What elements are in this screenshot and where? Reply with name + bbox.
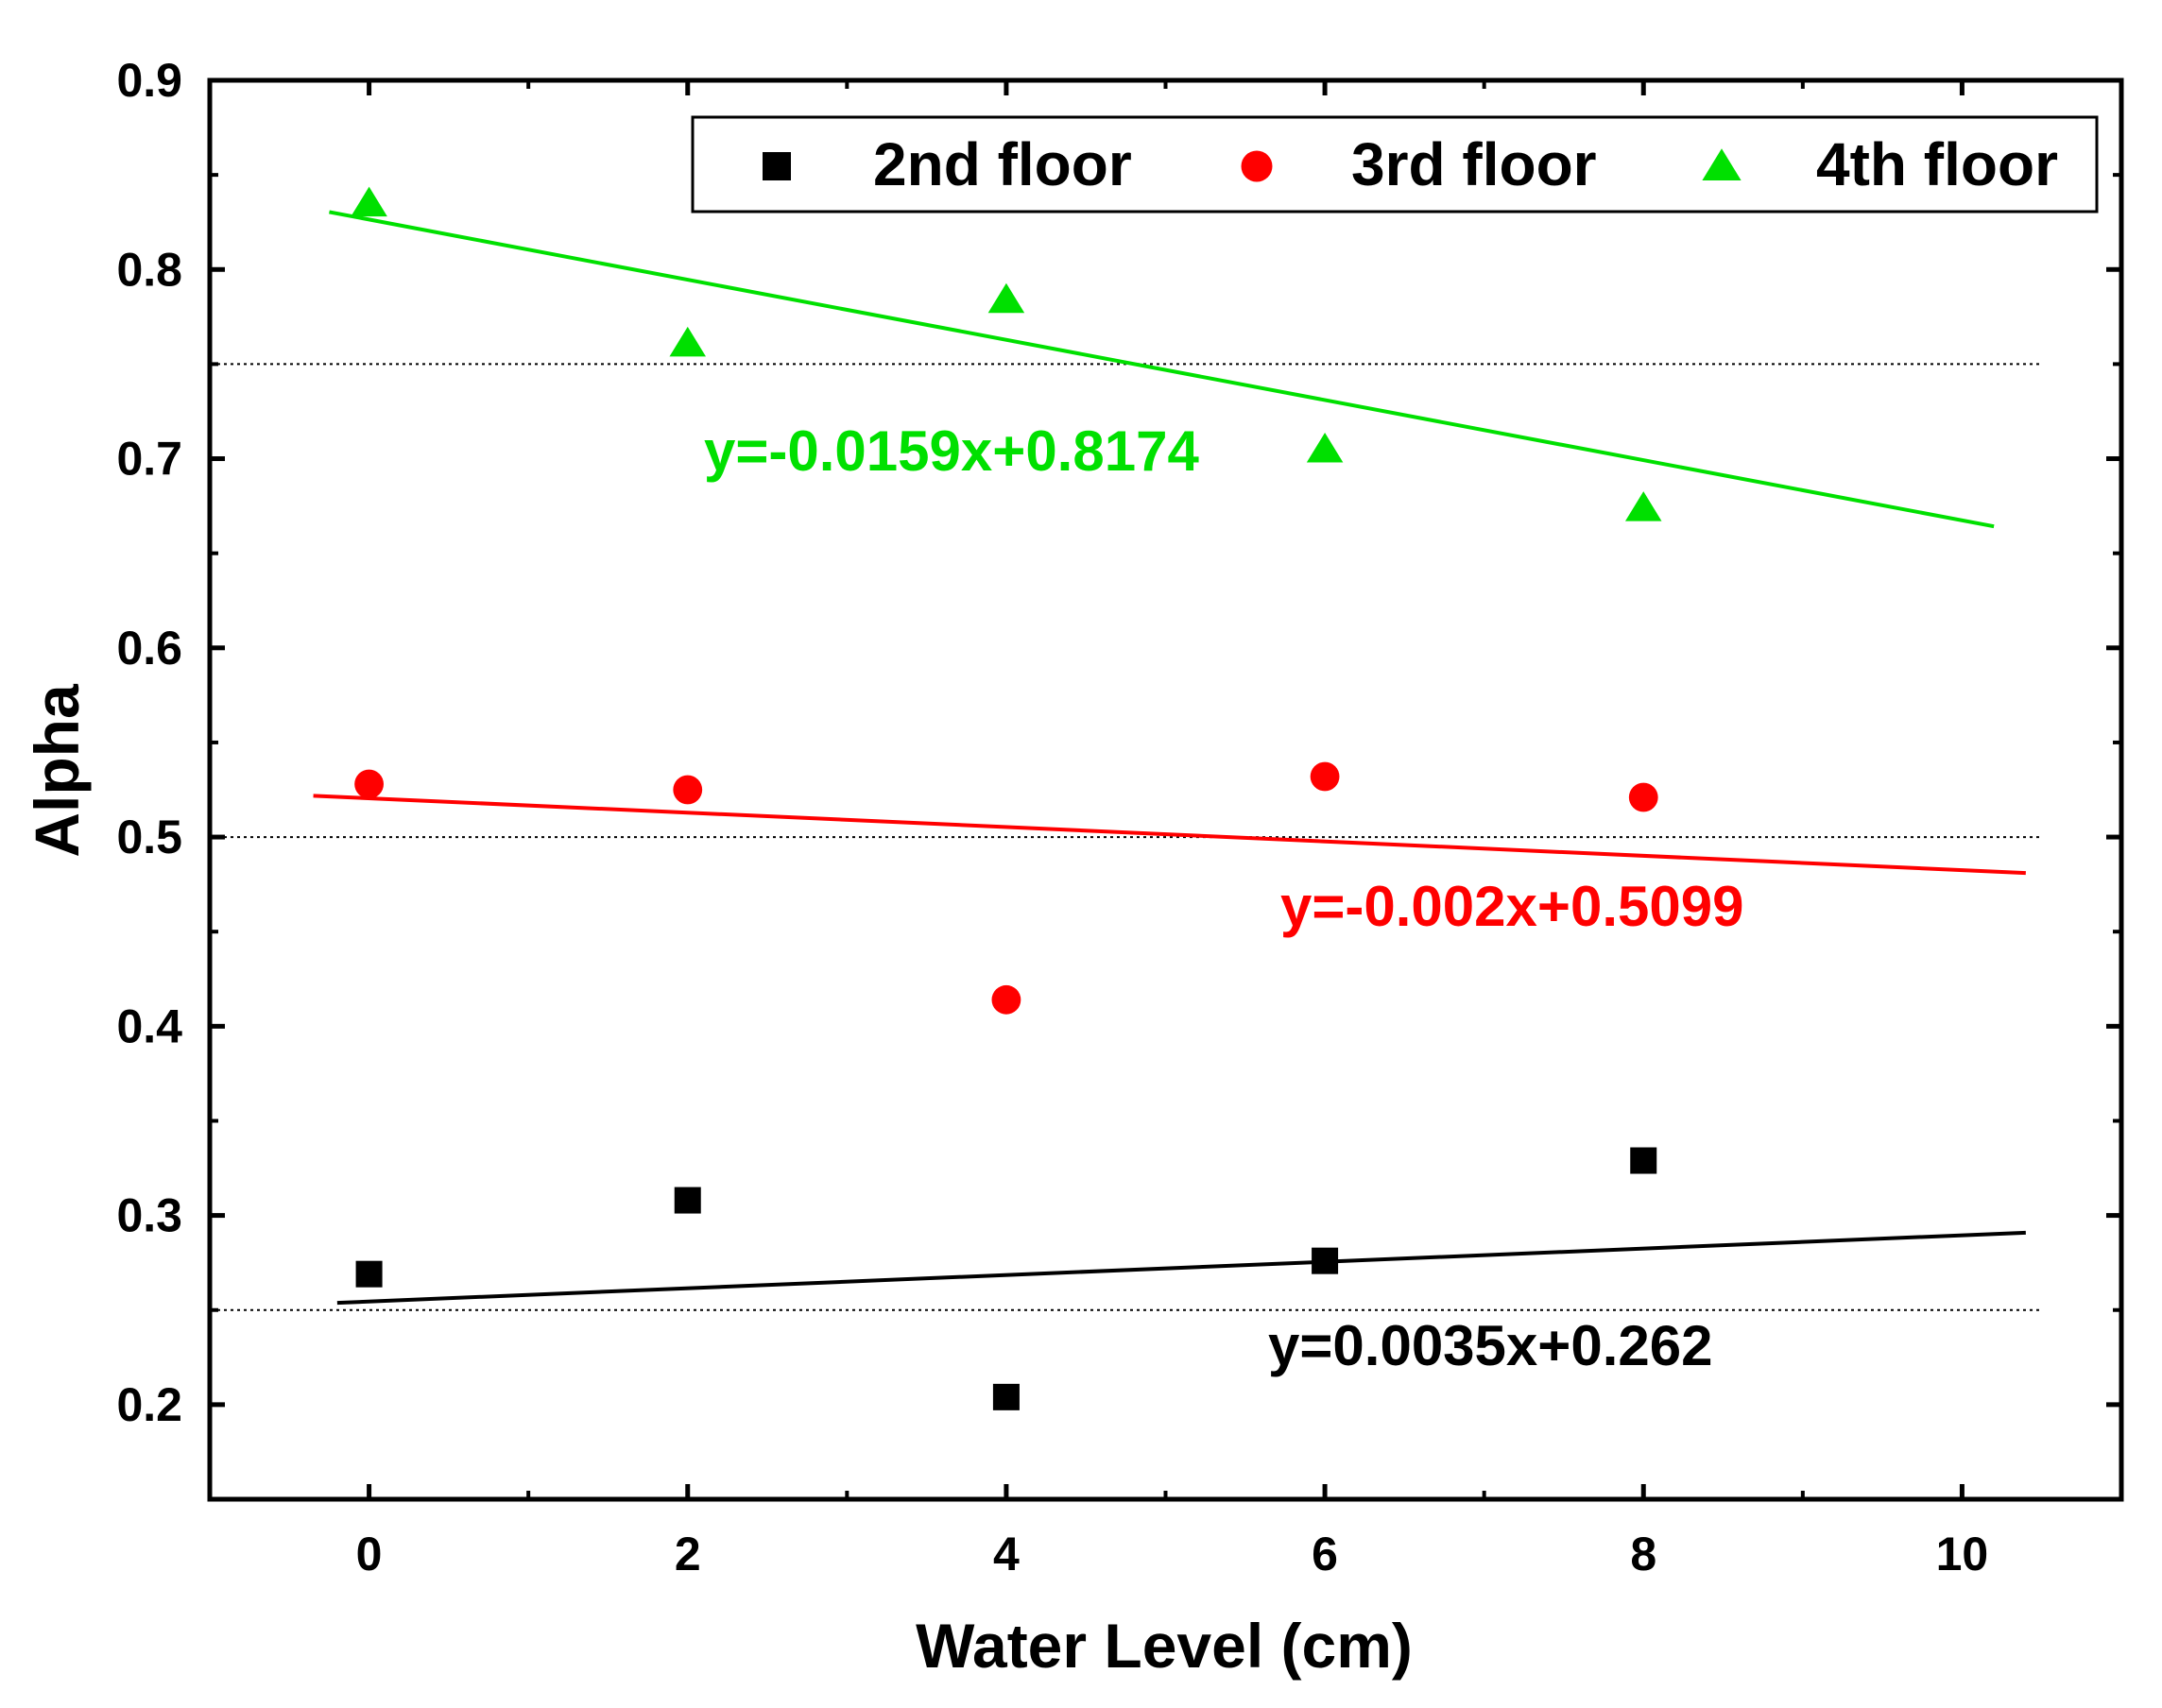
data-point-3rd-floor [354, 769, 384, 799]
legend-label: 3rd floor [1351, 130, 1597, 198]
legend-box [691, 115, 2099, 214]
y-tick-label: 0.5 [116, 811, 182, 863]
legend-label: 4th floor [1816, 130, 2058, 198]
fit-equation-label: y=0.0035x+0.262 [1268, 1314, 1712, 1377]
data-point-2nd-floor [674, 1187, 701, 1214]
data-point-4th-floor [1625, 491, 1662, 521]
fit-lines [313, 210, 2026, 1306]
x-tick-label: 10 [1936, 1528, 1989, 1580]
x-tick-label: 4 [993, 1528, 1020, 1580]
data-point-4th-floor [351, 186, 387, 217]
fit-equation-label: y=-0.002x+0.5099 [1280, 875, 1743, 938]
y-tick-label: 0.7 [116, 433, 182, 486]
axis-tick-labels: 0 2 4 6 8 10 0.2 0.3 0.4 0.5 0.6 0.7 0.8 0.9 [116, 54, 1988, 1580]
x-tick-label: 2 [675, 1528, 701, 1580]
y-tick-label: 0.4 [116, 999, 182, 1052]
fit-equation-labels: y=0.0035x+0.262 y=-0.002x+0.5099 y=-0.0159… [704, 419, 1743, 1377]
data-point-2nd-floor [1630, 1147, 1657, 1174]
fit-line-2nd-floor [336, 1230, 2026, 1306]
y-axis-label: Alpha [22, 683, 92, 858]
y-tick-label: 0.3 [116, 1189, 182, 1242]
data-markers [351, 186, 1662, 1410]
data-point-3rd-floor [991, 984, 1021, 1015]
data-point-2nd-floor [355, 1260, 383, 1288]
x-tick-label: 6 [1312, 1528, 1338, 1580]
data-point-3rd-floor [1628, 782, 1658, 812]
y-tick-label: 0.8 [116, 243, 182, 296]
legend-marker [1702, 148, 1742, 180]
data-point-4th-floor [669, 326, 706, 357]
y-tick-label: 0.2 [116, 1378, 182, 1431]
legend-marker [763, 152, 791, 180]
fit-line-4th-floor [329, 210, 1995, 529]
data-point-4th-floor [987, 282, 1025, 314]
x-tick-label: 0 [356, 1528, 383, 1580]
data-point-2nd-floor [1312, 1247, 1339, 1274]
data-point-4th-floor [1306, 433, 1344, 463]
axis-ticks [210, 77, 2121, 1499]
y-tick-label: 0.9 [116, 54, 182, 107]
fit-line-3rd-floor [313, 794, 2026, 876]
data-point-3rd-floor [673, 775, 703, 805]
legend-label: 2nd floor [873, 130, 1132, 198]
data-point-2nd-floor [992, 1383, 1020, 1410]
data-point-3rd-floor [1310, 761, 1340, 792]
legend: 2nd floor 3rd floor 4th floor [691, 115, 2099, 214]
legend-marker [1241, 150, 1273, 182]
x-axis-label: Water Level (cm) [916, 1611, 1413, 1681]
y-tick-label: 0.6 [116, 622, 182, 675]
fit-equation-label: y=-0.0159x+0.8174 [704, 419, 1199, 483]
x-tick-label: 8 [1630, 1528, 1656, 1580]
